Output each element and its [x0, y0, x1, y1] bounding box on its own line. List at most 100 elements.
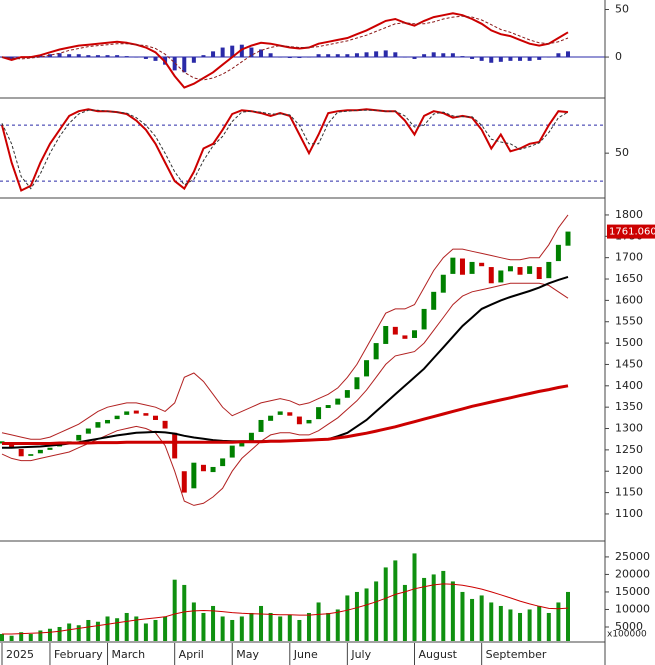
candle-body	[277, 411, 283, 415]
candle-body	[210, 466, 216, 473]
indicator-line	[1, 109, 569, 190]
histogram-bar	[537, 57, 542, 60]
volume-bar	[306, 612, 311, 641]
histogram-bar	[143, 57, 148, 59]
volume-bar	[38, 630, 43, 641]
candle-body	[316, 407, 322, 420]
candle-body	[335, 398, 341, 405]
candle-body	[306, 419, 312, 424]
volume-bar	[239, 616, 244, 641]
candle-body	[546, 261, 552, 279]
candle-body	[325, 405, 331, 409]
candle-body	[133, 410, 139, 414]
histogram-bar	[76, 54, 81, 58]
volume-bar	[259, 605, 264, 641]
volume-bar	[556, 602, 561, 641]
volume-bar	[460, 591, 465, 641]
histogram-bar	[508, 57, 513, 61]
candle-body	[114, 415, 120, 420]
volume-bar	[566, 591, 570, 641]
histogram-bar	[527, 57, 532, 61]
y-tick-label: 1300	[615, 422, 643, 435]
histogram-bar	[374, 51, 379, 58]
histogram-bar	[259, 49, 264, 58]
y-tick-label: 1500	[615, 336, 643, 349]
y-tick-label: 1450	[615, 357, 643, 370]
candle-body	[479, 262, 485, 267]
x-tick-label: March	[112, 648, 146, 661]
histogram-bar	[345, 54, 350, 58]
candle-body	[507, 266, 513, 272]
y-tick-label: 1250	[615, 443, 643, 456]
volume-bar	[422, 577, 427, 641]
volume-bar	[76, 625, 81, 641]
x-tick-label: February	[54, 648, 103, 661]
histogram-bar	[153, 57, 158, 61]
unit-label: x100000	[607, 630, 647, 640]
y-tick-label: 50	[615, 146, 629, 159]
histogram-bar	[220, 47, 225, 58]
histogram-bar	[86, 55, 91, 58]
candle-body	[105, 419, 111, 424]
y-tick-label: 1600	[615, 293, 643, 306]
volume-bar	[201, 612, 206, 641]
histogram-bar	[354, 53, 359, 58]
histogram-bar	[201, 55, 206, 58]
volume-bar	[134, 616, 139, 641]
candle-body	[392, 326, 398, 335]
candle-body	[95, 422, 101, 428]
y-tick-label: 20000	[615, 567, 650, 580]
histogram-bar	[489, 57, 494, 63]
volume-bar	[354, 591, 359, 641]
x-tick-label: August	[419, 648, 458, 661]
volume-bar	[0, 633, 4, 641]
candle-body	[412, 330, 418, 338]
y-tick-label: 10000	[615, 602, 650, 615]
histogram-bar	[518, 57, 523, 61]
volume-bar	[345, 595, 350, 641]
volume-bar	[537, 605, 542, 641]
x-tick-label: April	[179, 648, 204, 661]
candle-body	[296, 416, 302, 425]
histogram-bar	[47, 54, 52, 58]
histogram-bar	[230, 45, 235, 58]
histogram-bar	[326, 54, 331, 58]
volume-bar	[479, 595, 484, 641]
candle-body	[220, 458, 226, 467]
volume-bar	[115, 618, 120, 641]
volume-bar	[498, 605, 503, 641]
histogram-bar	[211, 51, 216, 58]
volume-bar	[450, 581, 455, 641]
x-tick-label: 2025	[6, 648, 34, 661]
volume-bar	[249, 612, 254, 641]
volume-bar	[9, 635, 14, 641]
candle-body	[239, 441, 245, 447]
y-tick-label: 1350	[615, 400, 643, 413]
indicator-line	[2, 384, 569, 445]
histogram-bar	[67, 54, 72, 58]
candle-body	[431, 291, 437, 310]
candle-body	[124, 411, 130, 415]
candle-body	[200, 464, 206, 472]
volume-bar	[86, 619, 91, 641]
y-tick-label: 1800	[615, 208, 643, 221]
candle-body	[402, 335, 408, 339]
candle-body	[517, 267, 523, 275]
candle-body	[373, 343, 379, 360]
candle-body	[527, 266, 533, 274]
volume-bar	[287, 614, 292, 641]
histogram-bar	[441, 53, 446, 58]
histogram-bar	[556, 53, 561, 58]
indicator-line	[1, 214, 569, 440]
x-tick-label: July	[350, 648, 371, 661]
histogram-bar	[422, 54, 427, 58]
candle-body	[565, 231, 571, 246]
candle-body	[85, 428, 91, 434]
volume-bar	[105, 616, 110, 641]
histogram-bar	[450, 53, 455, 58]
indicator-line	[2, 583, 569, 635]
candle-body	[421, 308, 427, 330]
candle-body	[440, 274, 446, 293]
candle-body	[47, 447, 53, 450]
